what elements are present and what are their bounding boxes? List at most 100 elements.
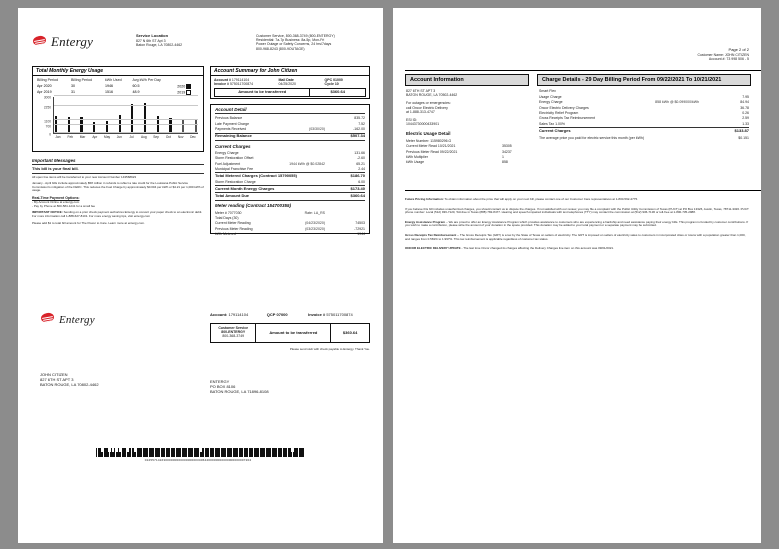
barcode-bar bbox=[300, 448, 302, 457]
disclosure-title: Energy Assistance Program bbox=[405, 219, 446, 224]
barcode-bar bbox=[137, 448, 139, 457]
line-item-row: Total Days (30) bbox=[215, 215, 365, 220]
barcode-bar bbox=[187, 448, 189, 457]
chart-y-tick: 1100 bbox=[44, 119, 51, 124]
barcode-bar bbox=[219, 448, 221, 457]
line-item-row: Late Payment Charge 7.52 bbox=[215, 121, 365, 126]
barcode-bar bbox=[235, 448, 236, 457]
barcode-bar bbox=[279, 448, 280, 457]
usage-detail-value: 1 bbox=[502, 155, 504, 160]
line-item-row: Current Meter Reading (04/23/2020) 74503 bbox=[215, 221, 365, 226]
usage-col-avg-kwh: Avg kWh Per Day bbox=[132, 78, 161, 83]
barcode-bar bbox=[222, 448, 224, 457]
barcode-bar bbox=[295, 448, 297, 457]
barcode-bar bbox=[227, 448, 229, 457]
barcode-bar bbox=[117, 452, 118, 457]
usage-row-0-days: 30 bbox=[71, 84, 75, 89]
barcode-bar bbox=[127, 452, 129, 457]
account-information-title: Account Information bbox=[405, 74, 529, 86]
chart-bar bbox=[143, 103, 147, 134]
line-item-amount: 7.52 bbox=[358, 121, 365, 126]
disclosure-body: To obtain information about the price th… bbox=[444, 197, 638, 201]
barcode-bar bbox=[213, 448, 215, 457]
barcode-bar bbox=[263, 448, 264, 457]
usage-detail-row: Meter Number: 115980296.G bbox=[406, 138, 528, 143]
barcode-bar bbox=[225, 448, 227, 457]
line-item-amount: 131.66 bbox=[354, 151, 365, 156]
barcode-bar bbox=[220, 448, 222, 457]
barcode-bar bbox=[294, 448, 296, 457]
chart-x-tick: Jun bbox=[116, 135, 122, 140]
electric-usage-detail-rows: Meter Number: 115980296.G Current Meter R… bbox=[406, 138, 528, 165]
customer-name-label: Customer Name: JOHN CITIZEN bbox=[697, 52, 749, 57]
barcode-bar bbox=[170, 448, 172, 457]
barcode-bar bbox=[183, 448, 185, 457]
current-charges-title: Current Charges bbox=[215, 143, 251, 149]
barcode-bar bbox=[185, 448, 186, 457]
chart-bar-group bbox=[143, 97, 147, 134]
barcode-bar bbox=[214, 448, 216, 457]
current-month-amount: $173.40 bbox=[350, 185, 365, 191]
barcode-bar bbox=[168, 448, 169, 457]
barcode-bar bbox=[210, 448, 212, 457]
disclosure-oncor-update: ONCOR ELECTRIC DELIVERY UPDATE - The las… bbox=[405, 246, 751, 251]
line-item-detail: 1944 kWh @ $0.02842 bbox=[289, 161, 325, 166]
line-item-label: Storm Restoration Offset bbox=[215, 156, 254, 161]
mail-date-label: Mail Date bbox=[278, 77, 294, 82]
barcode-bar bbox=[298, 448, 300, 457]
line-item-row: Meter # 7077030 Rate: LA_RS bbox=[215, 210, 365, 215]
barcode-bar bbox=[144, 448, 146, 457]
stub-account-label: Account: bbox=[210, 312, 228, 317]
page2-address-line1: 827 6TH ST APT 3 bbox=[406, 89, 436, 93]
barcode-bar bbox=[104, 448, 106, 457]
barcode-bar bbox=[215, 448, 217, 457]
contact-line2: Residential: 7a-7p Business: 8a-5p, Mon-… bbox=[256, 38, 325, 43]
barcode-bar bbox=[253, 448, 255, 457]
chart-x-tick: Dec bbox=[190, 135, 196, 140]
barcode-bar bbox=[158, 448, 159, 457]
barcode-bar bbox=[246, 448, 247, 457]
barcode-bar bbox=[141, 448, 143, 457]
stub-customer-line2: BATON ROUGE, LA 70802-4462 bbox=[40, 381, 99, 387]
messages-title: Important Messages bbox=[32, 158, 204, 166]
barcode-bar bbox=[199, 452, 201, 457]
barcode-bar bbox=[205, 448, 207, 457]
line-item-row: Previous Meter Reading (03/23/2020) -72921 bbox=[215, 226, 365, 231]
barcode-bar bbox=[302, 448, 303, 457]
usage-detail-label: Current Meter Read 10/21/2021 bbox=[406, 144, 456, 149]
chart-bar bbox=[93, 122, 96, 134]
total-metered-label: Total Metered Charges (Contract 15790055… bbox=[215, 172, 297, 178]
invoice-number-label: Invoice # bbox=[214, 82, 229, 87]
invoice-number-value: 575011700874 bbox=[229, 82, 254, 87]
charge-details-section: Charge Details - 29 Day Billing Period F… bbox=[537, 74, 751, 142]
chart-bar-group bbox=[194, 97, 197, 134]
disclosure-billing-dispute: If you believe this bill includes unauth… bbox=[405, 207, 751, 215]
disclosure-body: - The last time Oncor changed its charge… bbox=[461, 246, 614, 251]
usage-summary-table: Billing Period Billing Period kWh Used A… bbox=[36, 78, 200, 96]
barcode-bar bbox=[129, 448, 130, 457]
chart-bar-group bbox=[156, 97, 159, 134]
barcode-bar bbox=[211, 448, 213, 457]
barcode-bar bbox=[149, 448, 151, 457]
usage-row-0-period: Apr 2020 bbox=[37, 84, 52, 89]
line-item-amount: 65.21 bbox=[356, 161, 365, 166]
barcode-bar bbox=[250, 448, 252, 457]
monthly-usage-bar-chart: 0 700 1100 2250 3000 Jan Feb Mar Apr May Jun Jul Au… bbox=[36, 95, 200, 142]
stub-invoice-field: Invoice # 575011700874 bbox=[308, 312, 370, 318]
total-amount-due-row: Total Amount Due $360.64 bbox=[215, 192, 365, 201]
barcode-bar bbox=[201, 452, 202, 457]
entergy-logo: Entergy bbox=[32, 34, 93, 50]
total-due-label: Total Amount Due bbox=[215, 193, 249, 198]
barcode-bar bbox=[275, 448, 276, 457]
barcode-bar bbox=[243, 448, 245, 457]
barcode-bar bbox=[249, 448, 251, 457]
barcode-bar bbox=[269, 448, 270, 457]
usage-row-1-year: 2019 bbox=[176, 89, 200, 95]
barcode-bar bbox=[207, 448, 208, 457]
barcode-bar bbox=[188, 448, 190, 457]
barcode-bar bbox=[281, 448, 283, 457]
barcode-bar bbox=[112, 452, 113, 457]
barcode-bar bbox=[163, 448, 164, 457]
emergency-line2: call Oncor Electric Delivery bbox=[406, 105, 448, 110]
electric-usage-detail-title: Electric Usage Detail bbox=[406, 131, 451, 137]
